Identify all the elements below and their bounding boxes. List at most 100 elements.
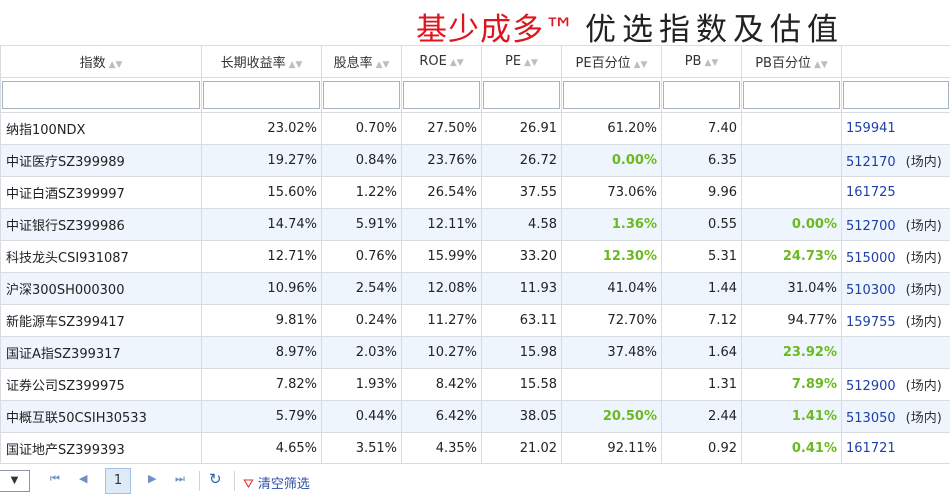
cell-pe: 26.72: [482, 145, 562, 177]
page-size-select[interactable]: ▼: [0, 470, 30, 492]
cell-roe: 12.08%: [402, 273, 482, 305]
fund-code-link[interactable]: 513050: [846, 411, 896, 426]
first-page-icon[interactable]: ⏮: [50, 472, 60, 486]
cell-pb-percentile: 1.41%: [742, 401, 842, 433]
fund-code-link[interactable]: 510300: [846, 283, 896, 298]
col-header-dividend[interactable]: 股息率▲▼: [322, 46, 402, 78]
fund-code-link[interactable]: 161725: [846, 185, 896, 200]
fund-code-link[interactable]: 512900: [846, 379, 896, 394]
cell-return: 10.96%: [202, 273, 322, 305]
fund-code-link[interactable]: 159755: [846, 315, 896, 330]
cell-pb-percentile: 23.92%: [742, 337, 842, 369]
sort-icon[interactable]: ▲▼: [450, 58, 464, 68]
cell-return: 15.60%: [202, 177, 322, 209]
cell-pb: 0.55: [662, 209, 742, 241]
cell-roe: 6.42%: [402, 401, 482, 433]
col-header-index[interactable]: 指数▲▼: [1, 46, 202, 78]
cell-index-name: 国证A指SZ399317: [1, 337, 202, 369]
cell-pb: 5.31: [662, 241, 742, 273]
filter-row: [1, 78, 950, 113]
last-page-icon[interactable]: ⏭: [175, 472, 185, 486]
sort-icon[interactable]: ▲▼: [289, 60, 303, 70]
prev-page-icon[interactable]: ◀: [79, 472, 87, 485]
exchange-tag: (场内): [906, 219, 942, 234]
cell-roe: 15.99%: [402, 241, 482, 273]
clear-filter-button[interactable]: ⛛清空筛选: [243, 473, 310, 492]
sort-icon[interactable]: ▲▼: [524, 58, 538, 68]
refresh-icon[interactable]: ↻: [209, 470, 222, 488]
cell-dividend: 0.44%: [322, 401, 402, 433]
cell-pb: 1.44: [662, 273, 742, 305]
cell-dividend: 3.51%: [322, 433, 402, 465]
cell-fund-code: 512900(场内): [842, 369, 950, 401]
fund-code-link[interactable]: 159941: [846, 121, 896, 136]
col-header-return[interactable]: 长期收益率▲▼: [202, 46, 322, 78]
cell-dividend: 2.03%: [322, 337, 402, 369]
sort-icon[interactable]: ▲▼: [634, 60, 648, 70]
col-header-pe[interactable]: PE▲▼: [482, 46, 562, 78]
cell-pe-percentile: 0.00%: [562, 145, 662, 177]
divider: [234, 471, 235, 491]
cell-index-name: 国证地产SZ399393: [1, 433, 202, 465]
fund-code-link[interactable]: 512700: [846, 219, 896, 234]
sort-icon[interactable]: ▲▼: [109, 60, 123, 70]
cell-pe-percentile: [562, 369, 662, 401]
cell-return: 14.74%: [202, 209, 322, 241]
cell-pb: 7.12: [662, 305, 742, 337]
filter-input-pb[interactable]: [663, 81, 740, 109]
cell-pb-percentile: [742, 113, 842, 145]
filter-input-fund[interactable]: [843, 81, 949, 109]
col-header-pe-percentile[interactable]: PE百分位▲▼: [562, 46, 662, 78]
col-header-pb-percentile[interactable]: PB百分位▲▼: [742, 46, 842, 78]
sort-icon[interactable]: ▲▼: [704, 58, 718, 68]
fund-code-link[interactable]: 161721: [846, 441, 896, 456]
cell-fund-code: [842, 337, 950, 369]
cell-dividend: 0.76%: [322, 241, 402, 273]
col-header-pb[interactable]: PB▲▼: [662, 46, 742, 78]
cell-dividend: 2.54%: [322, 273, 402, 305]
sort-icon[interactable]: ▲▼: [814, 60, 828, 70]
exchange-tag: (场内): [906, 315, 942, 330]
cell-pb-percentile: 0.41%: [742, 433, 842, 465]
fund-code-link[interactable]: 512170: [846, 155, 896, 170]
filter-input-pe-percentile[interactable]: [563, 81, 660, 109]
cell-return: 5.79%: [202, 401, 322, 433]
col-header-roe[interactable]: ROE▲▼: [402, 46, 482, 78]
fund-code-link[interactable]: 515000: [846, 251, 896, 266]
filter-input-return[interactable]: [203, 81, 320, 109]
cell-pe: 15.98: [482, 337, 562, 369]
filter-input-roe[interactable]: [403, 81, 480, 109]
cell-dividend: 0.84%: [322, 145, 402, 177]
index-table: 指数▲▼ 长期收益率▲▼ 股息率▲▼ ROE▲▼ PE▲▼ PE百分位▲▼ PB…: [0, 45, 950, 465]
cell-pe: 15.58: [482, 369, 562, 401]
filter-input-pb-percentile[interactable]: [743, 81, 840, 109]
filter-input-pe[interactable]: [483, 81, 560, 109]
chevron-down-icon: ▼: [11, 475, 19, 486]
page-title: 基少成多™ 优选指数及估值: [0, 0, 950, 46]
cell-roe: 8.42%: [402, 369, 482, 401]
next-page-icon[interactable]: ▶: [148, 472, 156, 485]
cell-pe: 38.05: [482, 401, 562, 433]
cell-pe: 26.91: [482, 113, 562, 145]
cell-index-name: 中概互联50CSIH30533: [1, 401, 202, 433]
filter-input-dividend[interactable]: [323, 81, 400, 109]
current-page-button[interactable]: 1: [105, 468, 131, 494]
col-header-fund: [842, 46, 950, 78]
cell-return: 12.71%: [202, 241, 322, 273]
sort-icon[interactable]: ▲▼: [376, 60, 390, 70]
cell-pe: 63.11: [482, 305, 562, 337]
cell-dividend: 0.24%: [322, 305, 402, 337]
cell-pe-percentile: 41.04%: [562, 273, 662, 305]
filter-input-index[interactable]: [2, 81, 200, 109]
